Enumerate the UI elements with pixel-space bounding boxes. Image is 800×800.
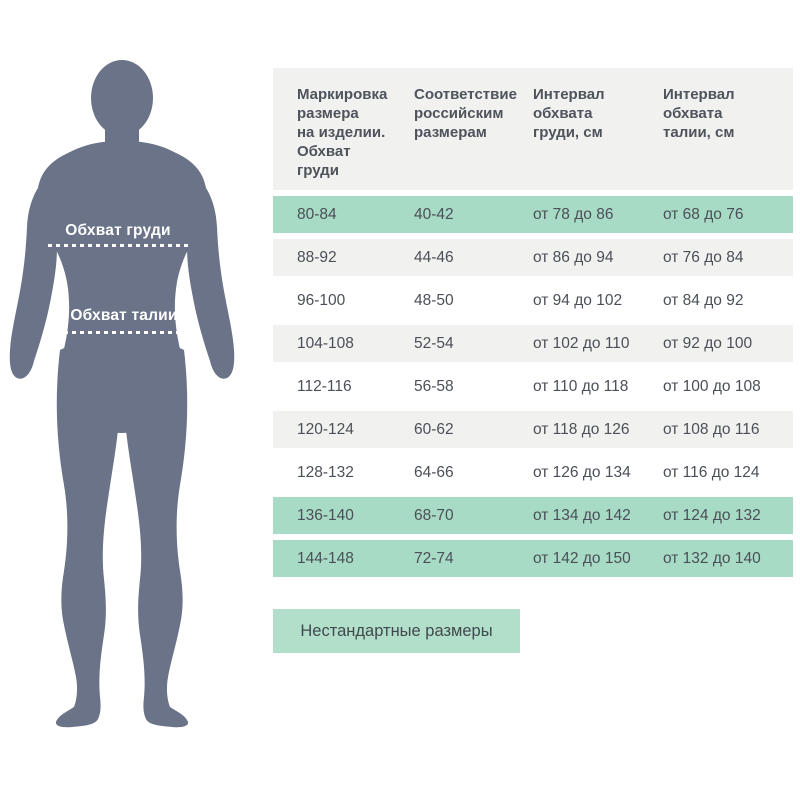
table-cell: от 102 до 110: [533, 334, 630, 352]
table-row: 80-84 40-42 от 78 до 86 от 68 до 76: [273, 196, 793, 233]
header-waist-interval: Интервал обхвата талии, см: [663, 86, 735, 141]
table-row: 144-148 72-74 от 142 до 150 от 132 до 140: [273, 540, 793, 577]
body-figure: Обхват груди Обхват талии: [0, 55, 260, 745]
table-cell: 68-70: [414, 506, 454, 524]
table-cell: от 68 до 76: [663, 205, 744, 223]
table-row: 120-124 60-62 от 118 до 126 от 108 до 116: [273, 411, 793, 448]
table-cell: 56-58: [414, 377, 454, 395]
header-chest-interval: Интервал обхвата груди, см: [533, 86, 605, 141]
header-size-marking: Маркировка размера на изделии. Обхват гр…: [297, 86, 388, 179]
table-cell: 80-84: [297, 205, 337, 223]
table-row: 88-92 44-46 от 86 до 94 от 76 до 84: [273, 239, 793, 276]
table-cell: 136-140: [297, 506, 354, 524]
waist-measure-line: [56, 331, 194, 334]
table-cell: 72-74: [414, 549, 454, 567]
table-cell: от 78 до 86: [533, 205, 614, 223]
table-cell: 112-116: [297, 377, 352, 395]
table-cell: от 92 до 100: [663, 334, 753, 352]
table-cell: 40-42: [414, 205, 454, 223]
table-cell: от 100 до 108: [663, 377, 761, 395]
table-cell: от 124 до 132: [663, 506, 761, 524]
table-body: 80-84 40-42 от 78 до 86 от 68 до 76 88-92 44-…: [273, 196, 793, 577]
table-cell: от 116 до 124: [663, 463, 760, 481]
table-cell: 60-62: [414, 420, 454, 438]
table-cell: от 76 до 84: [663, 248, 744, 266]
table-cell: от 118 до 126: [533, 420, 630, 438]
table-row: 112-116 56-58 от 110 до 118 от 100 до 108: [273, 368, 793, 405]
table-row: 104-108 52-54 от 102 до 110 от 92 до 100: [273, 325, 793, 362]
table-cell: 104-108: [297, 334, 354, 352]
table-cell: 64-66: [414, 463, 454, 481]
male-silhouette-icon: [9, 60, 235, 728]
table-cell: от 110 до 118: [533, 377, 629, 395]
table-cell: от 108 до 116: [663, 420, 760, 438]
table-cell: 88-92: [297, 248, 337, 266]
size-table: Маркировка размера на изделии. Обхват гр…: [273, 68, 793, 577]
table-cell: от 84 до 92: [663, 291, 744, 309]
nonstandard-sizes-button[interactable]: Нестандартные размеры: [273, 609, 520, 653]
table-cell: 128-132: [297, 463, 354, 481]
table-cell: от 126 до 134: [533, 463, 631, 481]
table-cell: 52-54: [414, 334, 454, 352]
waist-measure-label: Обхват талии: [70, 307, 178, 324]
header-russian-sizes: Соответствие российским размерам: [414, 86, 517, 141]
table-header-row: Маркировка размера на изделии. Обхват гр…: [273, 68, 793, 190]
table-row: 128-132 64-66 от 126 до 134 от 116 до 124: [273, 454, 793, 491]
table-cell: от 94 до 102: [533, 291, 623, 309]
chest-measure-label: Обхват груди: [65, 222, 171, 239]
table-cell: от 86 до 94: [533, 248, 614, 266]
chest-measure-line: [48, 244, 188, 247]
table-cell: 144-148: [297, 549, 354, 567]
table-cell: от 134 до 142: [533, 506, 631, 524]
table-cell: 120-124: [297, 420, 354, 438]
table-cell: 48-50: [414, 291, 454, 309]
table-row: 136-140 68-70 от 134 до 142 от 124 до 132: [273, 497, 793, 534]
table-cell: от 142 до 150: [533, 549, 631, 567]
table-row: 96-100 48-50 от 94 до 102 от 84 до 92: [273, 282, 793, 319]
table-cell: от 132 до 140: [663, 549, 761, 567]
table-cell: 96-100: [297, 291, 346, 309]
table-cell: 44-46: [414, 248, 454, 266]
